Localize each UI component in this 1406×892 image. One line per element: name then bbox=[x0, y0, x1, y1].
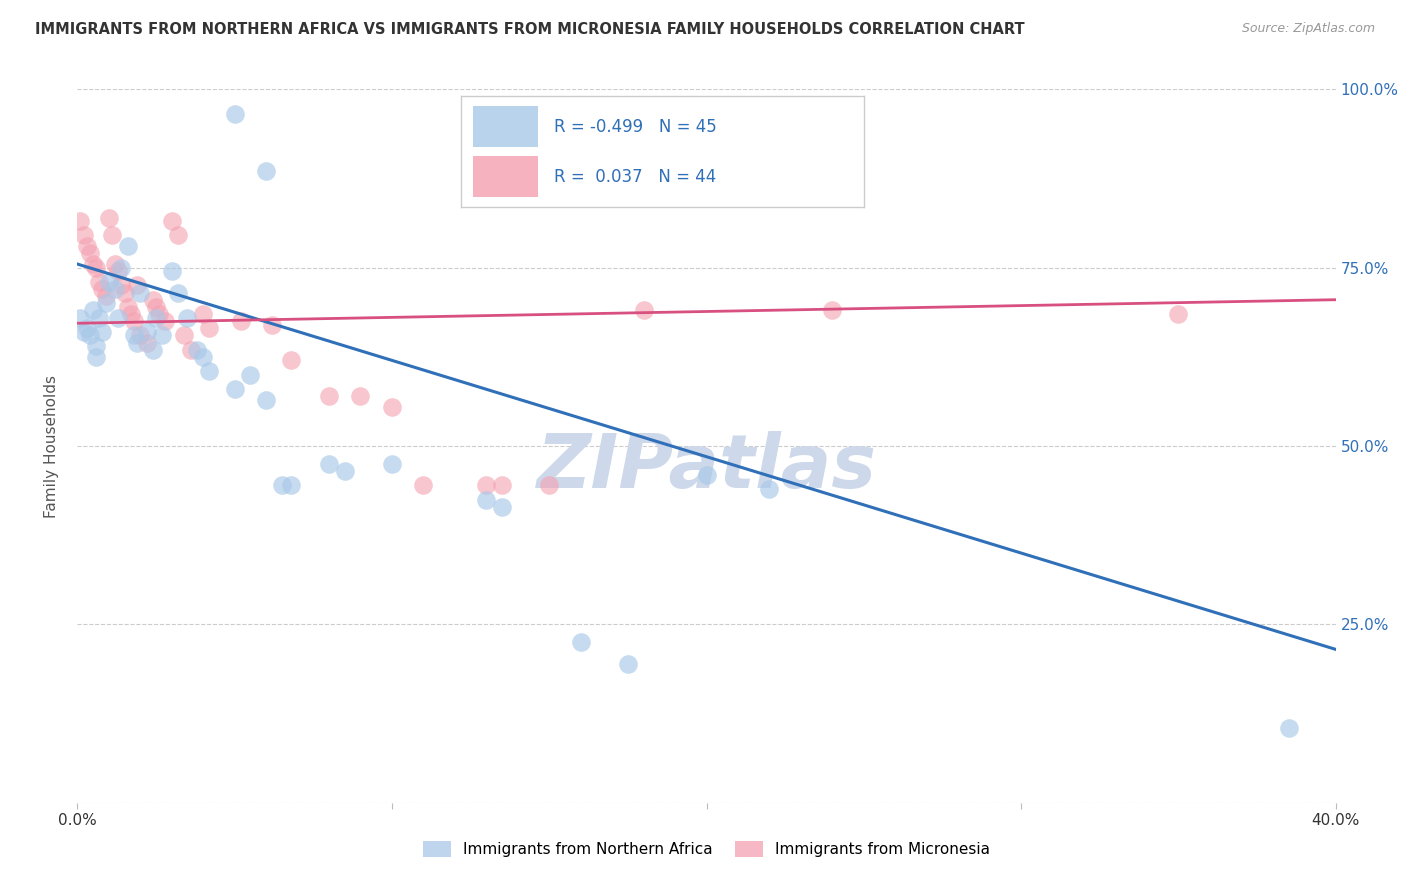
Y-axis label: Family Households: Family Households bbox=[44, 375, 59, 517]
Point bbox=[191, 350, 215, 364]
Point bbox=[94, 296, 117, 310]
Point bbox=[160, 264, 183, 278]
Point bbox=[821, 303, 844, 318]
Point bbox=[318, 389, 340, 403]
Point bbox=[262, 318, 284, 332]
Point bbox=[76, 239, 98, 253]
Point bbox=[150, 328, 173, 343]
Point bbox=[107, 310, 129, 325]
Point bbox=[491, 500, 513, 514]
Point bbox=[82, 303, 104, 318]
Point bbox=[89, 310, 111, 325]
Point bbox=[117, 239, 139, 253]
Point bbox=[239, 368, 262, 382]
Point bbox=[224, 382, 246, 396]
Point bbox=[110, 278, 132, 293]
Point bbox=[148, 307, 170, 321]
Point bbox=[167, 285, 190, 300]
Point bbox=[173, 328, 195, 343]
Point bbox=[82, 257, 104, 271]
Point bbox=[633, 303, 655, 318]
Point bbox=[280, 478, 302, 492]
Point bbox=[120, 307, 142, 321]
Point bbox=[160, 214, 183, 228]
Point bbox=[145, 300, 167, 314]
Text: Source: ZipAtlas.com: Source: ZipAtlas.com bbox=[1241, 22, 1375, 36]
Point bbox=[97, 275, 120, 289]
Point bbox=[758, 482, 780, 496]
Point bbox=[254, 392, 277, 407]
Point bbox=[198, 364, 221, 378]
Point bbox=[72, 228, 94, 243]
Point bbox=[617, 657, 640, 671]
Point bbox=[270, 478, 292, 492]
Point bbox=[79, 246, 101, 260]
Point bbox=[129, 285, 152, 300]
Legend: Immigrants from Northern Africa, Immigrants from Micronesia: Immigrants from Northern Africa, Immigra… bbox=[418, 835, 995, 863]
Point bbox=[1167, 307, 1189, 321]
Point bbox=[127, 278, 149, 293]
Point bbox=[101, 228, 124, 243]
Point bbox=[180, 343, 202, 357]
Point bbox=[79, 328, 101, 343]
Point bbox=[412, 478, 434, 492]
Point bbox=[142, 293, 165, 307]
Point bbox=[97, 211, 120, 225]
Point bbox=[84, 350, 107, 364]
Point bbox=[198, 321, 221, 335]
Point bbox=[475, 478, 498, 492]
Point bbox=[491, 478, 513, 492]
Point bbox=[110, 260, 132, 275]
Point bbox=[69, 214, 91, 228]
Point bbox=[224, 107, 246, 121]
Point bbox=[167, 228, 190, 243]
Point bbox=[569, 635, 592, 649]
Point bbox=[122, 328, 145, 343]
Point bbox=[104, 282, 127, 296]
Point bbox=[191, 307, 215, 321]
Point bbox=[135, 325, 157, 339]
Point bbox=[145, 310, 167, 325]
Point bbox=[318, 457, 340, 471]
Point bbox=[333, 464, 356, 478]
Point bbox=[122, 314, 145, 328]
Point bbox=[1277, 721, 1299, 735]
Point bbox=[114, 285, 136, 300]
Point bbox=[349, 389, 371, 403]
Point bbox=[127, 335, 149, 350]
Text: ZIPatlas: ZIPatlas bbox=[537, 431, 876, 504]
Point bbox=[135, 335, 157, 350]
Point bbox=[696, 467, 718, 482]
Point bbox=[117, 300, 139, 314]
Point bbox=[91, 282, 114, 296]
Point bbox=[72, 325, 94, 339]
Point bbox=[229, 314, 252, 328]
Point bbox=[91, 325, 114, 339]
Point bbox=[381, 457, 404, 471]
Point bbox=[155, 314, 177, 328]
Point bbox=[94, 289, 117, 303]
Point bbox=[186, 343, 208, 357]
Point bbox=[76, 321, 98, 335]
Point bbox=[104, 257, 127, 271]
Point bbox=[69, 310, 91, 325]
Point bbox=[84, 260, 107, 275]
Point bbox=[89, 275, 111, 289]
Point bbox=[280, 353, 302, 368]
Point bbox=[129, 328, 152, 343]
Point bbox=[107, 264, 129, 278]
Point bbox=[254, 164, 277, 178]
Point bbox=[475, 492, 498, 507]
Point bbox=[176, 310, 198, 325]
Point bbox=[84, 339, 107, 353]
Point bbox=[538, 478, 561, 492]
Point bbox=[381, 400, 404, 414]
Text: IMMIGRANTS FROM NORTHERN AFRICA VS IMMIGRANTS FROM MICRONESIA FAMILY HOUSEHOLDS : IMMIGRANTS FROM NORTHERN AFRICA VS IMMIG… bbox=[35, 22, 1025, 37]
Point bbox=[142, 343, 165, 357]
